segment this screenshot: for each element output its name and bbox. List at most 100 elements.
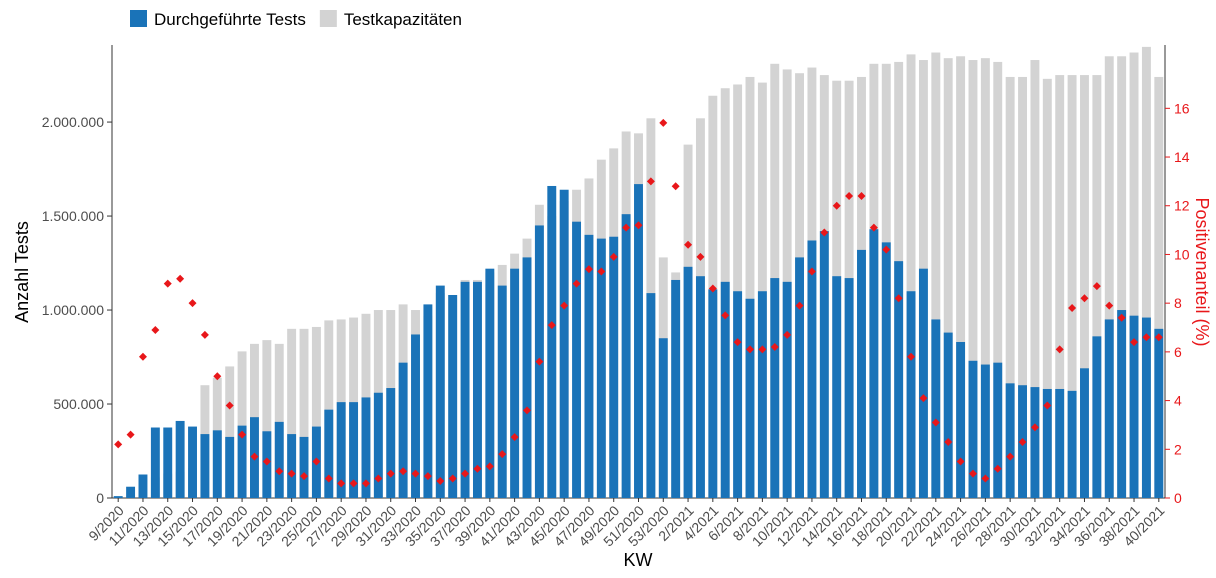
bar xyxy=(733,291,743,498)
bar xyxy=(497,285,507,498)
x-axis-title: KW xyxy=(624,550,653,570)
bar xyxy=(894,261,904,498)
bar xyxy=(956,56,966,498)
point xyxy=(386,469,395,478)
bar xyxy=(522,257,532,498)
point xyxy=(820,228,829,237)
bar xyxy=(782,281,792,498)
point xyxy=(300,472,309,481)
point xyxy=(151,325,160,334)
bar xyxy=(819,231,829,498)
bar xyxy=(683,266,693,498)
bar xyxy=(1154,328,1164,498)
bar xyxy=(1092,336,1102,498)
bar xyxy=(832,276,842,498)
point xyxy=(745,345,754,354)
bar xyxy=(435,285,445,498)
bar xyxy=(621,214,631,499)
bar xyxy=(906,54,916,498)
point xyxy=(622,223,631,232)
point xyxy=(287,469,296,478)
point xyxy=(547,321,556,330)
point xyxy=(138,352,147,361)
bar xyxy=(757,291,767,498)
y-tick-label: 1.500.000 xyxy=(42,208,104,224)
point xyxy=(919,394,928,403)
y2-tick-label: 16 xyxy=(1174,100,1190,116)
point xyxy=(956,457,965,466)
y2-tick-label: 6 xyxy=(1174,344,1182,360)
point xyxy=(176,274,185,283)
bar xyxy=(1080,75,1089,498)
bar xyxy=(857,249,866,498)
point xyxy=(770,343,779,351)
legend-swatch xyxy=(319,10,337,27)
bar xyxy=(1117,56,1127,498)
point xyxy=(436,476,445,485)
y2-axis-title: Positivenanteil (%) xyxy=(1192,197,1212,346)
bar xyxy=(844,278,854,498)
point xyxy=(733,338,742,347)
bar xyxy=(411,334,420,498)
bar xyxy=(1080,368,1089,498)
bar xyxy=(596,238,606,498)
bar xyxy=(150,427,160,498)
bar xyxy=(1055,388,1065,498)
bar xyxy=(299,328,309,498)
point xyxy=(188,299,197,308)
bar xyxy=(931,319,941,498)
point xyxy=(1030,423,1039,432)
bar xyxy=(1141,46,1151,498)
legend-swatch xyxy=(130,10,147,27)
point xyxy=(461,469,470,478)
bar xyxy=(423,304,433,498)
bar xyxy=(386,388,396,498)
bar xyxy=(448,294,458,498)
bar xyxy=(795,257,805,498)
point xyxy=(721,311,730,320)
point xyxy=(262,457,271,466)
point xyxy=(944,437,953,446)
bar xyxy=(695,276,705,498)
bar xyxy=(547,185,557,498)
y2-tick-label: 0 xyxy=(1174,490,1182,506)
bar xyxy=(980,364,990,498)
bar xyxy=(1129,315,1139,498)
y-tick-label: 0 xyxy=(96,490,104,506)
y2-tick-label: 2 xyxy=(1174,441,1182,457)
bar xyxy=(770,278,780,498)
point xyxy=(708,284,717,293)
bar xyxy=(745,298,755,498)
bar xyxy=(906,291,916,498)
bar xyxy=(807,240,817,498)
point xyxy=(560,301,569,310)
point xyxy=(993,464,1002,473)
bar xyxy=(1117,310,1127,498)
bar xyxy=(324,409,334,498)
bar xyxy=(336,402,346,498)
point xyxy=(894,294,903,303)
point xyxy=(1154,333,1163,342)
bar xyxy=(1018,76,1027,499)
bar xyxy=(646,293,656,498)
bar xyxy=(138,474,148,498)
bar xyxy=(609,236,619,498)
bar xyxy=(980,58,990,498)
bar xyxy=(113,496,123,498)
bar xyxy=(460,281,470,498)
bar xyxy=(287,328,297,498)
legend: Durchgeführte Tests Testkapazitäten xyxy=(130,10,462,29)
point xyxy=(931,418,940,427)
bar xyxy=(943,332,953,498)
bar xyxy=(559,189,569,498)
point xyxy=(1043,401,1052,410)
bar xyxy=(510,268,520,498)
point xyxy=(807,267,816,276)
point xyxy=(1142,333,1151,342)
point xyxy=(1006,452,1015,461)
point xyxy=(411,469,420,478)
bar xyxy=(1141,317,1151,498)
point xyxy=(845,192,854,200)
point xyxy=(498,450,507,459)
bar xyxy=(1042,78,1052,499)
